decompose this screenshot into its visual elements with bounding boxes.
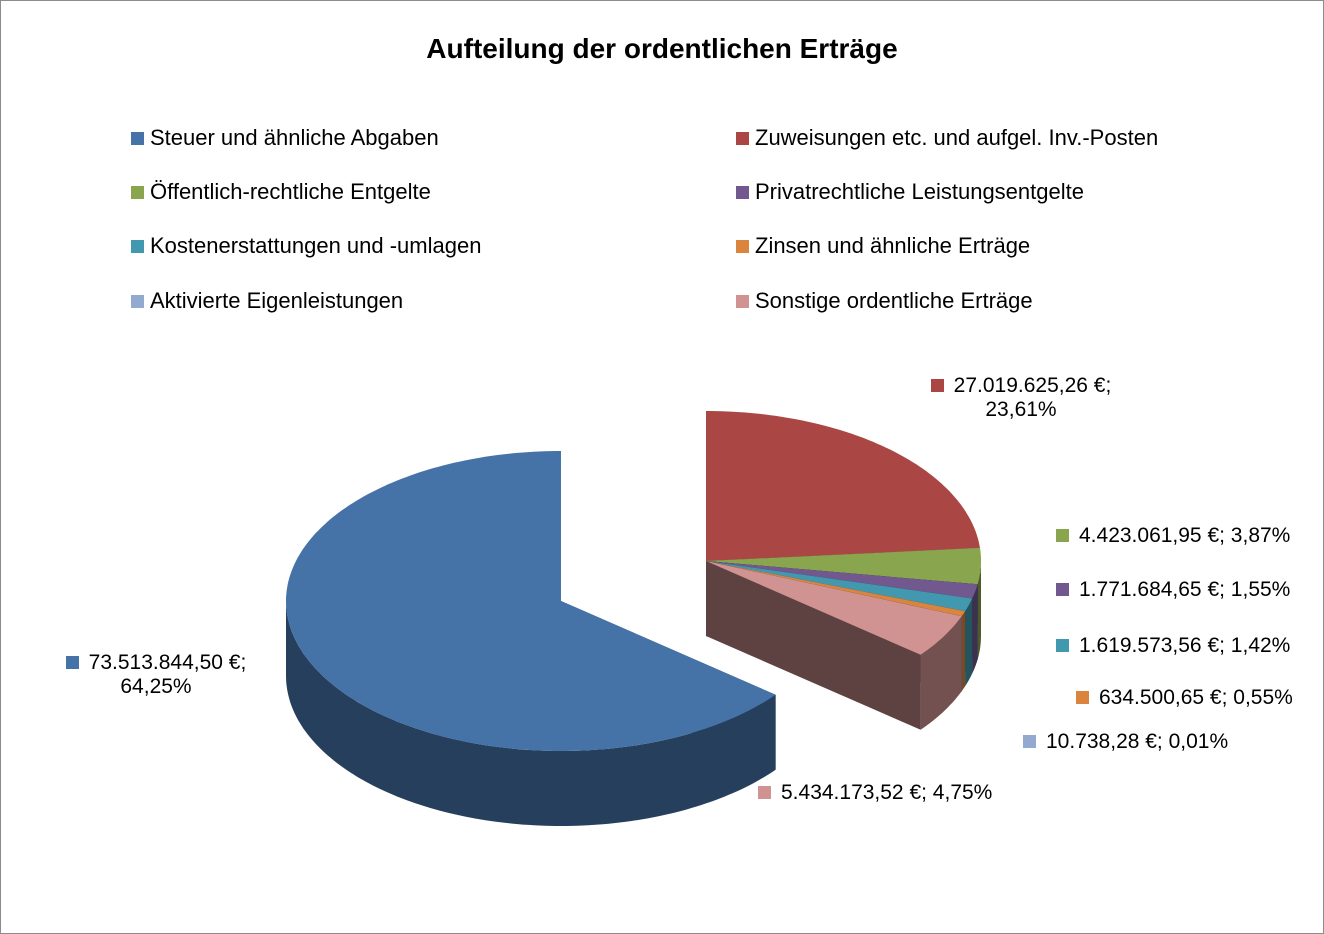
legend-label: Sonstige ordentliche Erträge [755,288,1033,313]
data-label-text: 27.019.625,26 €; 23,61% [953,374,1112,421]
legend-swatch [131,294,144,308]
data-label: 4.423.061,95 €; 3,87% [1056,524,1290,548]
data-label-swatch [65,656,79,669]
slice [706,561,962,617]
data-label: 73.513.844,50 €; 64,25% [41,651,271,699]
slice [706,561,978,599]
data-label-text: 1.619.573,56 €; 1,42% [1079,634,1291,657]
data-label-text: 4.423.061,95 €; 3,87% [1079,524,1291,547]
legend-label: Öffentlich-rechtliche Entgelte [150,179,431,204]
legend-swatch [736,294,749,308]
legend-item: Zuweisungen etc. und aufgel. Inv.-Posten [736,125,1158,151]
data-label: 1.771.684,65 €; 1,55% [1056,578,1290,602]
legend-label: Privatrechtliche Leistungsentgelte [755,179,1084,204]
data-label: 27.019.625,26 €; 23,61% [901,374,1141,422]
chart-title: Aufteilung der ordentlichen Erträge [426,33,898,64]
data-label: 5.434.173,52 €; 4,75% [758,781,992,805]
legend-label: Zinsen und ähnliche Erträge [755,233,1031,258]
slice-wall [706,561,921,730]
slice-side [965,598,973,687]
slice-side [961,611,966,692]
data-label-text: 5.434.173,52 €; 4,75% [781,781,993,804]
data-label-swatch [758,786,771,799]
legend-swatch [131,131,144,145]
slice [706,547,981,585]
legend-label: Aktivierte Eigenleistungen [150,288,404,313]
data-label-swatch [1056,529,1069,542]
slice [706,561,966,617]
legend-item: Sonstige ordentliche Erträge [736,288,1033,314]
data-label-swatch [1056,583,1069,596]
slice [286,451,776,751]
legend-label: Steuer und ähnliche Abgaben [150,125,439,150]
data-label-swatch [1076,691,1089,704]
data-label-text: 10.738,28 €; 0,01% [1046,730,1229,753]
slice-side [286,601,776,826]
data-label-swatch [930,379,944,392]
legend-swatch [131,185,144,199]
data-label: 634.500,65 €; 0,55% [1076,686,1293,710]
legend-swatch [736,131,749,145]
data-label-swatch [1023,735,1036,748]
legend-swatch [131,239,144,253]
slice-side [977,561,981,660]
legend-label: Zuweisungen etc. und aufgel. Inv.-Posten [755,125,1159,150]
data-label: 10.738,28 €; 0,01% [1023,730,1228,754]
legend-item: Steuer und ähnliche Abgaben [131,125,439,151]
data-label-text: 1.771.684,65 €; 1,55% [1079,578,1291,601]
slice-side [920,616,962,730]
slice [706,561,973,612]
legend-item: Aktivierte Eigenleistungen [131,288,403,314]
legend-label: Kostenerstattungen und -umlagen [150,233,482,258]
slice [706,561,962,655]
data-label-text: 634.500,65 €; 0,55% [1099,686,1293,709]
legend-item: Kostenerstattungen und -umlagen [131,233,481,259]
data-label: 1.619.573,56 €; 1,42% [1056,634,1290,658]
slice [706,411,980,561]
legend-item: Zinsen und ähnliche Erträge [736,233,1030,259]
legend-swatch [736,239,749,253]
data-label-swatch [1056,639,1069,652]
legend-item: Öffentlich-rechtliche Entgelte [131,179,431,205]
data-label-text: 73.513.844,50 €; 64,25% [88,651,247,698]
legend-swatch [736,185,749,199]
slice-side [972,584,978,674]
legend-item: Privatrechtliche Leistungsentgelte [736,179,1084,205]
